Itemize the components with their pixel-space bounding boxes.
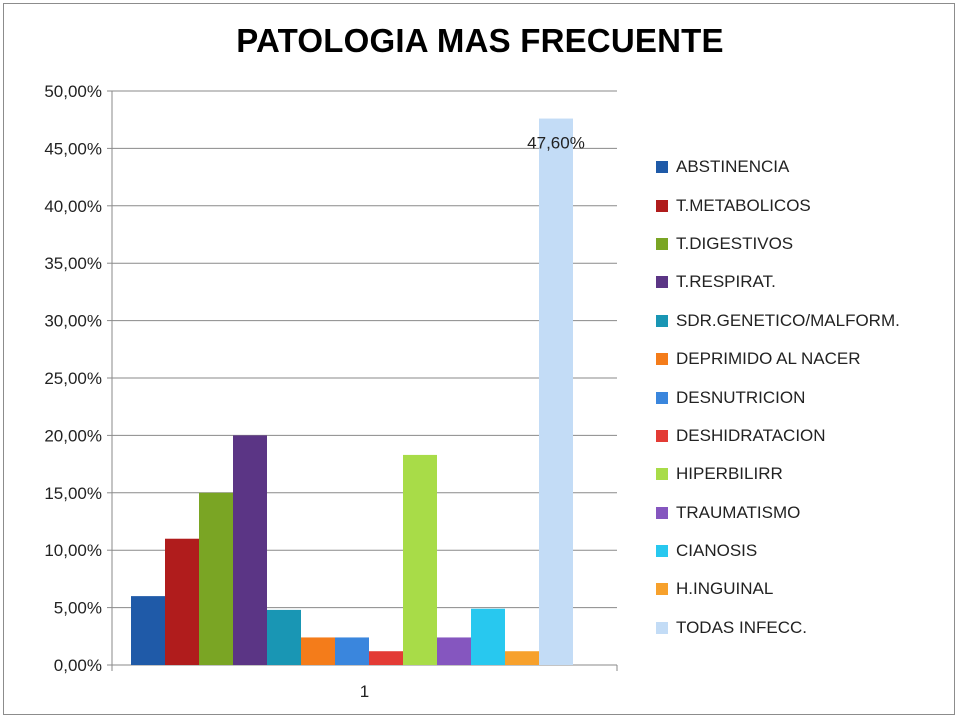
- legend-label: CIANOSIS: [676, 541, 758, 561]
- legend-label: T.RESPIRAT.: [676, 272, 776, 292]
- legend-swatch: [656, 314, 668, 327]
- legend-swatch: [656, 468, 668, 481]
- legend-label: H.INGUINAL: [676, 579, 774, 599]
- bar-abstinencia: [131, 596, 165, 665]
- legend-swatch: [656, 237, 668, 250]
- y-tick-label: 45,00%: [44, 139, 102, 158]
- bar-t-metabolicos: [165, 538, 199, 665]
- legend-swatch: [656, 353, 668, 366]
- bar-deshidratacion: [369, 651, 403, 665]
- legend-item: H.INGUINAL: [656, 570, 900, 608]
- bar-traumatismo: [437, 637, 471, 665]
- legend-swatch: [656, 429, 668, 442]
- y-tick-label: 50,00%: [44, 82, 102, 101]
- legend-item: DESNUTRICION: [656, 378, 900, 416]
- legend-item: ABSTINENCIA: [656, 148, 900, 186]
- legend-swatch: [656, 506, 668, 519]
- y-tick-label: 40,00%: [44, 197, 102, 216]
- legend-label: T.DIGESTIVOS: [676, 233, 794, 253]
- legend-item: T.METABOLICOS: [656, 186, 900, 224]
- y-tick-label: 20,00%: [44, 426, 102, 445]
- legend-item: CIANOSIS: [656, 532, 900, 570]
- legend-item: TRAUMATISMO: [656, 494, 900, 532]
- legend-swatch: [656, 199, 668, 212]
- legend-label: TODAS INFECC.: [676, 617, 807, 637]
- chart-legend: ABSTINENCIA T.METABOLICOS T.DIGESTIVOS T.RE…: [656, 148, 900, 647]
- y-tick-label: 5,00%: [54, 599, 102, 618]
- legend-label: T.METABOLICOS: [676, 195, 811, 215]
- legend-item: HIPERBILIRR: [656, 455, 900, 493]
- legend-label: HIPERBILIRR: [676, 464, 783, 484]
- bar-deprimido-al-nacer: [301, 637, 335, 665]
- y-tick-label: 30,00%: [44, 312, 102, 331]
- bar-cianosis: [471, 608, 505, 665]
- legend-label: DEPRIMIDO AL NACER: [676, 349, 861, 369]
- legend-swatch: [656, 583, 668, 596]
- legend-swatch: [656, 621, 668, 634]
- data-label: 47,60%: [527, 134, 585, 153]
- legend-item: DESHIDRATACION: [656, 417, 900, 455]
- bar-t-respirat-: [233, 435, 267, 665]
- y-tick-label: 15,00%: [44, 484, 102, 503]
- legend-item: T.RESPIRAT.: [656, 263, 900, 301]
- legend-swatch: [656, 545, 668, 558]
- bar-desnutricion: [335, 637, 369, 665]
- legend-item: T.DIGESTIVOS: [656, 225, 900, 263]
- legend-label: DESNUTRICION: [676, 387, 806, 407]
- legend-swatch: [656, 276, 668, 289]
- bar-sdr-genetico-malform-: [267, 609, 301, 665]
- bar-hiperbilirr: [403, 454, 437, 665]
- x-tick-label: 1: [360, 682, 369, 701]
- bar-todas-infecc-: [539, 118, 573, 665]
- legend-label: ABSTINENCIA: [676, 157, 790, 177]
- chart-title: PATOLOGIA MAS FRECUENTE: [236, 22, 724, 59]
- y-tick-label: 10,00%: [44, 541, 102, 560]
- bar-t-digestivos: [199, 492, 233, 665]
- legend-swatch: [656, 161, 668, 174]
- y-tick-label: 35,00%: [44, 254, 102, 273]
- legend-label: SDR.GENETICO/MALFORM.: [676, 310, 900, 330]
- y-tick-label: 25,00%: [44, 369, 102, 388]
- legend-item: SDR.GENETICO/MALFORM.: [656, 302, 900, 340]
- y-tick-label: 0,00%: [54, 656, 102, 675]
- legend-item: DEPRIMIDO AL NACER: [656, 340, 900, 378]
- legend-label: DESHIDRATACION: [676, 425, 826, 445]
- legend-label: TRAUMATISMO: [676, 502, 801, 522]
- legend-item: TODAS INFECC.: [656, 609, 900, 647]
- legend-swatch: [656, 391, 668, 404]
- bar-h-inguinal: [505, 651, 539, 665]
